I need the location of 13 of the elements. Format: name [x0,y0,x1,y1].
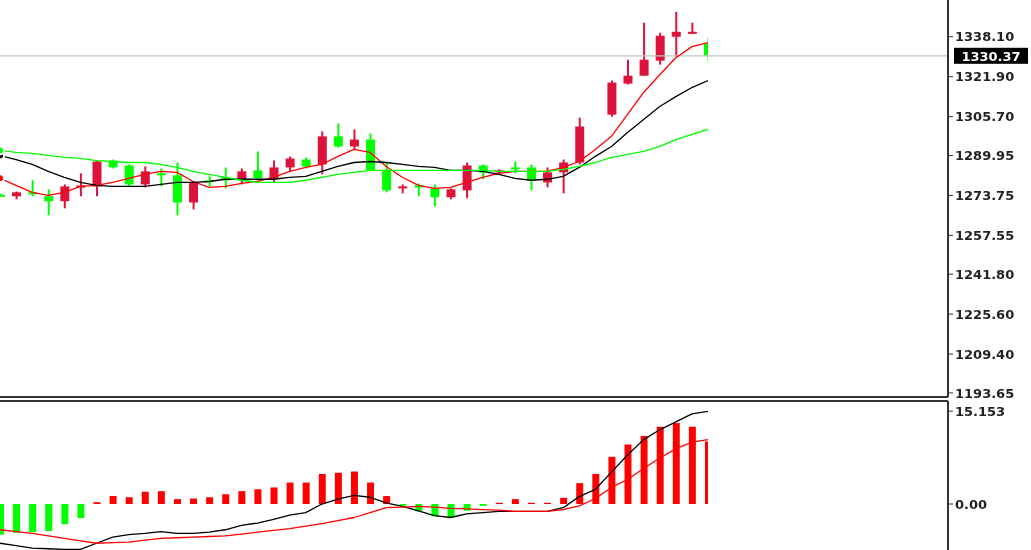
y-tick-label: 1257.55 [955,227,1015,243]
y-tick-label: 15.153 [955,403,1006,419]
y-tick-label: 0.00 [955,496,988,512]
y-tick-label: 1193.65 [955,385,1015,401]
y-tick-label: 1273.75 [955,188,1015,204]
y-tick-label: 1241.80 [955,266,1015,282]
y-tick-label: 1305.70 [955,109,1015,125]
y-tick-label: 1289.95 [955,148,1015,164]
y-tick-label: 1321.90 [955,69,1015,85]
y-tick-label: 1209.40 [955,346,1015,362]
ref-line-label: 1330.37 [961,48,1021,64]
y-tick-label: 1225.60 [955,306,1015,322]
y-tick-label: 1338.10 [955,29,1015,45]
